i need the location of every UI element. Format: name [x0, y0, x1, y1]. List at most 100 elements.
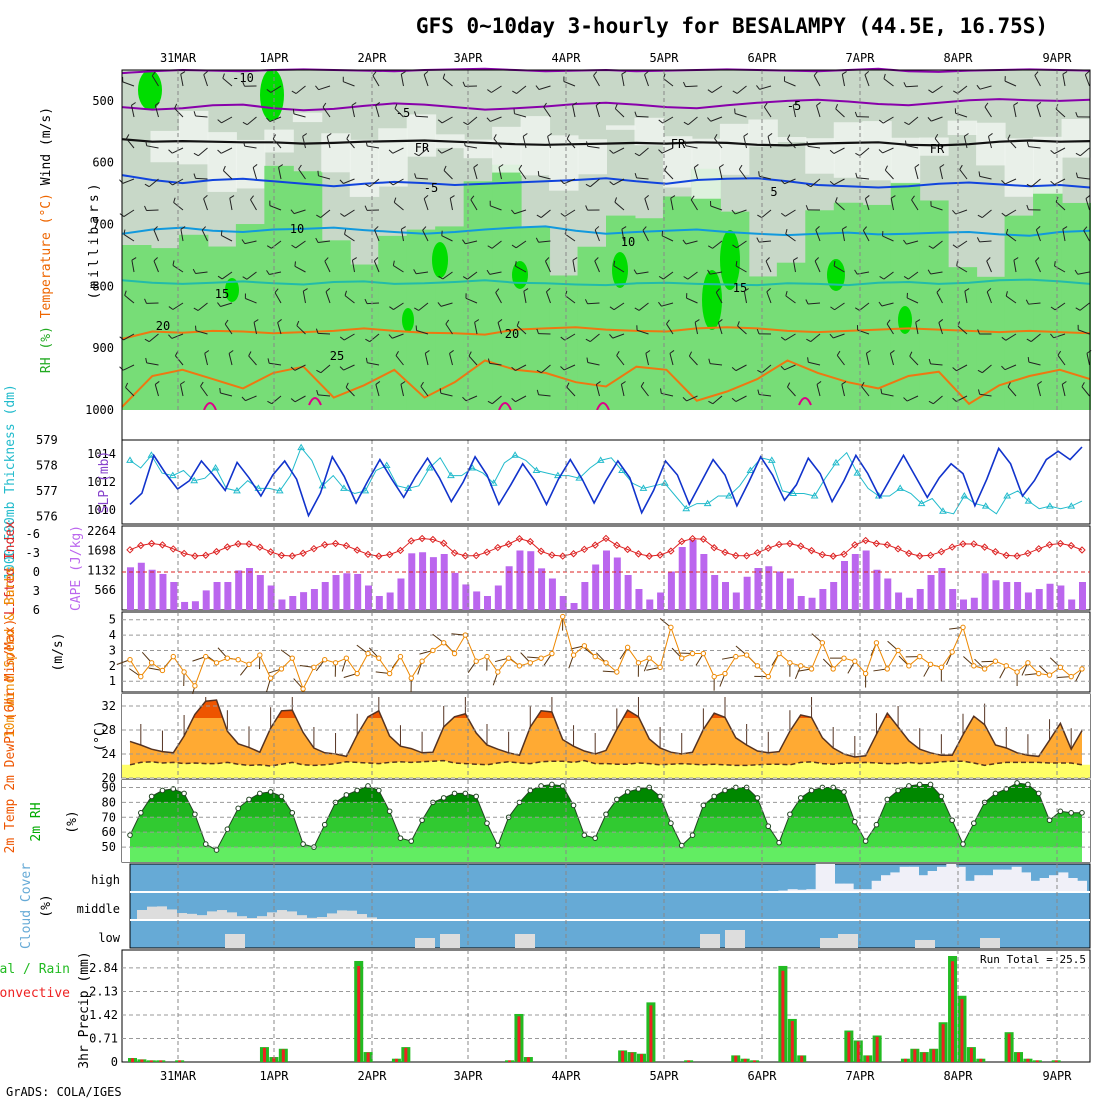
wind-speed-point — [841, 655, 847, 661]
wind-barb — [420, 386, 429, 397]
date-label-bottom: 4APR — [552, 1069, 582, 1083]
rh-patch-saturated — [898, 306, 912, 334]
wind-barb-flag — [267, 358, 270, 364]
wind-barb — [930, 363, 943, 366]
lifted-index-point — [645, 552, 653, 560]
wind-barb — [1005, 295, 1017, 304]
wind-barb-flag — [535, 85, 540, 90]
wind-barb — [1077, 271, 1090, 275]
lifted-index-point — [753, 549, 762, 557]
wind-speed-point — [538, 655, 544, 661]
wind-barb — [785, 295, 796, 304]
wind-barb-flag — [439, 388, 442, 394]
upper-frame — [121, 69, 1091, 441]
wind-barb-flag — [682, 397, 687, 402]
wind-barb-flag — [352, 257, 357, 261]
isotherm-minus5 — [121, 98, 1091, 112]
wind-barb — [613, 265, 625, 273]
rh-band-dry — [776, 137, 807, 143]
wind-barb-flag — [986, 257, 991, 262]
precip-bar-convective — [357, 966, 361, 1062]
cape-bar — [581, 582, 589, 610]
wind-barb-flag — [248, 351, 252, 357]
wind-barb — [515, 265, 527, 273]
cloud-bar-middle — [367, 917, 377, 920]
wind-barb-flag — [145, 140, 148, 146]
thickness-point — [361, 486, 370, 494]
wind-barb — [467, 271, 478, 280]
wind-barb — [246, 116, 257, 126]
precip-bar-convective — [1026, 1058, 1030, 1062]
cape-bar — [375, 596, 383, 610]
wind-barb — [180, 229, 184, 242]
wind-barb — [642, 230, 649, 242]
rh-point — [992, 790, 999, 797]
cloud-bar-high — [834, 883, 845, 892]
cape-bar — [689, 540, 697, 610]
wind-barb — [640, 386, 649, 397]
wind-barb-flag — [414, 111, 417, 117]
precip-tick-label: 1.42 — [89, 1008, 118, 1022]
wind-barb-flag — [217, 119, 222, 124]
wind-barb-flag — [322, 102, 327, 108]
wind-barb-flag — [498, 164, 504, 168]
cape-bar — [992, 580, 1000, 610]
wind-barb-flag — [217, 149, 222, 154]
wind-barb-flag — [437, 149, 443, 154]
wind-barb — [252, 167, 257, 180]
wind-speed-point — [1079, 666, 1085, 672]
lifted-index-point — [180, 549, 188, 558]
wind-barb — [792, 105, 796, 118]
rh-point — [267, 789, 274, 795]
wind-speed-point — [765, 673, 771, 680]
wind-barb-flag — [952, 367, 957, 372]
thickness-point — [447, 471, 455, 479]
wind-barb-flag — [414, 152, 420, 157]
wind-barb-flag — [1083, 226, 1088, 231]
wind-barb-flag — [119, 366, 124, 371]
temp-area-clip — [122, 694, 1090, 778]
cloud-bar-middle — [317, 917, 327, 920]
rh-patch-saturated — [720, 230, 740, 290]
wind-barb — [345, 387, 355, 397]
wind-barb — [154, 105, 159, 118]
upper-axis-label-part: Temperature (°C) — [39, 193, 54, 326]
lifted-index-point — [321, 541, 329, 549]
wind-tick-label: 1 — [109, 674, 116, 688]
date-label-top: 31MAR — [160, 51, 197, 65]
cape-bar — [884, 578, 892, 610]
rh-point — [1014, 780, 1020, 786]
lifted-index-point — [613, 541, 621, 549]
wind-barb-flag — [462, 276, 468, 280]
wind-barb — [465, 297, 478, 304]
wind-barb — [369, 333, 380, 343]
wind-barb-flag — [952, 397, 957, 402]
wind-barb — [465, 145, 478, 149]
wind-barb — [122, 81, 135, 87]
wind-barb-flag — [339, 179, 344, 184]
rh-point — [776, 839, 782, 846]
cloud-bar-high — [1039, 878, 1050, 892]
lifted-index-point — [569, 550, 578, 558]
wind-barb-flag — [613, 260, 616, 266]
wind-barb-flag — [1013, 257, 1019, 261]
wind-barb-flag — [290, 366, 296, 371]
cape-bar — [1057, 585, 1065, 610]
wind-speed-point — [1057, 664, 1064, 671]
wind-barb — [669, 353, 674, 366]
wind-barb-flag — [151, 71, 156, 77]
wind-barb-flag — [217, 302, 221, 307]
rh-point — [927, 781, 934, 788]
wind-barb-flag — [414, 173, 417, 179]
wind-speed-point — [1025, 660, 1031, 666]
isotherm-label: 15 — [733, 281, 747, 295]
thickness-point — [746, 466, 755, 474]
wind-barb-flag — [1061, 381, 1067, 385]
lifted-index-point — [288, 552, 296, 560]
wind-barb — [636, 177, 649, 180]
rh-band-moist — [150, 248, 180, 410]
cloud-bar-middle — [137, 910, 147, 920]
wind-barb-flag — [694, 319, 700, 323]
cloud-bar-low — [515, 934, 535, 948]
